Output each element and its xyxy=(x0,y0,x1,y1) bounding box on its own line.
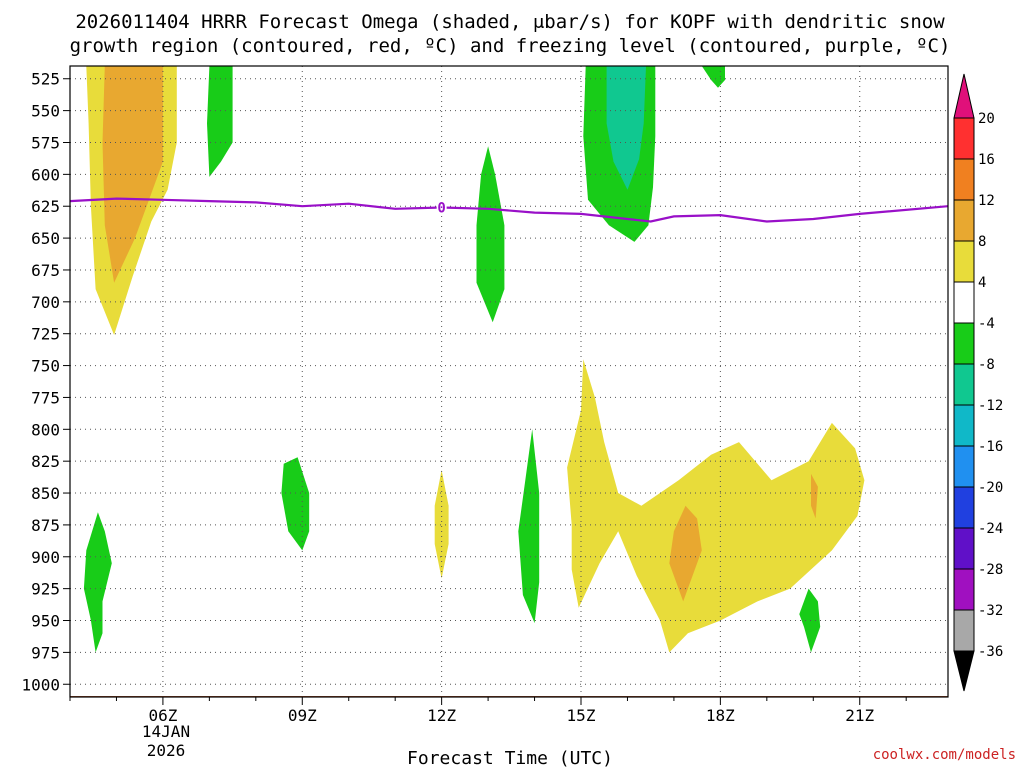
colorbar-label-4: 4 xyxy=(978,275,986,291)
omega-region-upward-yellow-1200 xyxy=(434,470,449,579)
colorbar-band--28--24 xyxy=(953,527,975,570)
colorbar-label--36: -36 xyxy=(978,644,1003,660)
y-tick-label-725: 725 xyxy=(31,325,60,344)
colorbar-band--20--16 xyxy=(953,445,975,488)
chart-title-line2: growth region (contoured, red, ºC) and f… xyxy=(70,35,951,57)
colorbar-label--4: -4 xyxy=(978,316,995,332)
x-tick-label-18Z: 18Z xyxy=(706,706,735,725)
watermark: coolwx.com/models xyxy=(873,747,1016,763)
y-tick-label-625: 625 xyxy=(31,197,60,216)
colorbar-label--16: -16 xyxy=(978,439,1003,455)
y-tick-label-950: 950 xyxy=(31,612,60,631)
y-tick-label-975: 975 xyxy=(31,643,60,662)
chart-title-line1: 2026011404 HRRR Forecast Omega (shaded, … xyxy=(75,11,945,33)
colorbar-label--12: -12 xyxy=(978,398,1003,414)
y-tick-label-600: 600 xyxy=(31,165,60,184)
y-tick-label-525: 525 xyxy=(31,70,60,89)
x-tick-label-12Z: 12Z xyxy=(427,706,456,725)
y-tick-label-800: 800 xyxy=(31,420,60,439)
omega-region-upward-orange-1730 xyxy=(669,505,702,602)
y-tick-label-875: 875 xyxy=(31,516,60,535)
colorbar-band-8-12 xyxy=(953,199,975,242)
colorbar-label--24: -24 xyxy=(978,521,1003,537)
colorbar: 20 16 12 8 4 -4 -8 -12 -16 -20 -24 -28 -32 -36 xyxy=(953,73,1003,692)
y-tick-label-675: 675 xyxy=(31,261,60,280)
plot-area: 0 xyxy=(69,65,949,698)
y-tick-label-700: 700 xyxy=(31,293,60,312)
x-tick-label-21Z: 21Z xyxy=(845,706,874,725)
y-tick-label-1000: 1000 xyxy=(21,675,60,694)
freezing-level-line xyxy=(69,197,949,223)
colorbar-label--8: -8 xyxy=(978,357,995,373)
freezing-level-label-bg xyxy=(436,199,447,216)
colorbar-label--32: -32 xyxy=(978,603,1003,619)
x-axis: 06Z 09Z 12Z 15Z 18Z 21Z xyxy=(69,697,907,725)
omega-region-sinking-green-0900 xyxy=(281,457,310,551)
omega-shaded-regions xyxy=(83,66,865,653)
y-axis: 525 550 575 600 625 650 675 700 725 750 775 800 825 8… xyxy=(21,70,70,694)
colorbar-under-arrow xyxy=(953,650,975,692)
freezing-level-contour: 0 xyxy=(69,197,949,223)
colorbar-label-16: 16 xyxy=(978,152,995,168)
omega-region-sinking-green-1400 xyxy=(518,429,540,624)
grid-lines xyxy=(70,66,948,697)
omega-region-sinking-green-1300 xyxy=(476,146,505,323)
plot-frame xyxy=(69,65,949,698)
colorbar-band--12--8 xyxy=(953,363,975,406)
y-tick-label-925: 925 xyxy=(31,580,60,599)
colorbar-band-12-16 xyxy=(953,158,975,201)
y-tick-label-650: 650 xyxy=(31,229,60,248)
y-tick-label-575: 575 xyxy=(31,133,60,152)
colorbar-band--4-4 xyxy=(953,281,975,324)
x-tick-label-09Z: 09Z xyxy=(288,706,317,725)
colorbar-band-4-8 xyxy=(953,240,975,283)
freezing-level-label: 0 xyxy=(437,200,445,216)
colorbar-band--36--32 xyxy=(953,609,975,652)
omega-region-sinking-green-0730 xyxy=(207,66,233,177)
y-tick-label-750: 750 xyxy=(31,357,60,376)
colorbar-band--24--20 xyxy=(953,486,975,529)
y-tick-label-775: 775 xyxy=(31,388,60,407)
x-tick-label-15Z: 15Z xyxy=(567,706,596,725)
colorbar-label-12: 12 xyxy=(978,193,995,209)
omega-region-upward-yellow-1500 xyxy=(567,359,865,653)
colorbar-band-16-20 xyxy=(953,117,975,160)
y-tick-label-825: 825 xyxy=(31,452,60,471)
colorbar-label-8: 8 xyxy=(978,234,986,250)
omega-region-upward-orange-early xyxy=(102,66,163,283)
x-axis-title: Forecast Time (UTC) xyxy=(407,748,613,768)
y-tick-label-850: 850 xyxy=(31,484,60,503)
colorbar-band--8--4 xyxy=(953,322,975,365)
colorbar-label-20: 20 xyxy=(978,111,995,127)
omega-region-sinking-teal-1600 xyxy=(606,66,646,190)
y-tick-label-550: 550 xyxy=(31,102,60,121)
omega-region-upward-orange-2000 xyxy=(811,473,818,519)
y-tick-label-900: 900 xyxy=(31,548,60,567)
date-label-day: 14JAN xyxy=(142,722,190,741)
colorbar-label--28: -28 xyxy=(978,562,1003,578)
colorbar-over-arrow xyxy=(953,73,975,119)
omega-region-sinking-green-1800 xyxy=(701,66,725,88)
colorbar-band--32--28 xyxy=(953,568,975,611)
colorbar-band--16--12 xyxy=(953,404,975,447)
colorbar-label--20: -20 xyxy=(978,480,1003,496)
omega-region-sinking-green-0500 xyxy=(83,512,112,653)
x-tick-label-06Z: 06Z xyxy=(148,706,177,725)
omega-region-sinking-green-2000 xyxy=(799,588,821,653)
date-label-year: 2026 xyxy=(147,741,186,760)
